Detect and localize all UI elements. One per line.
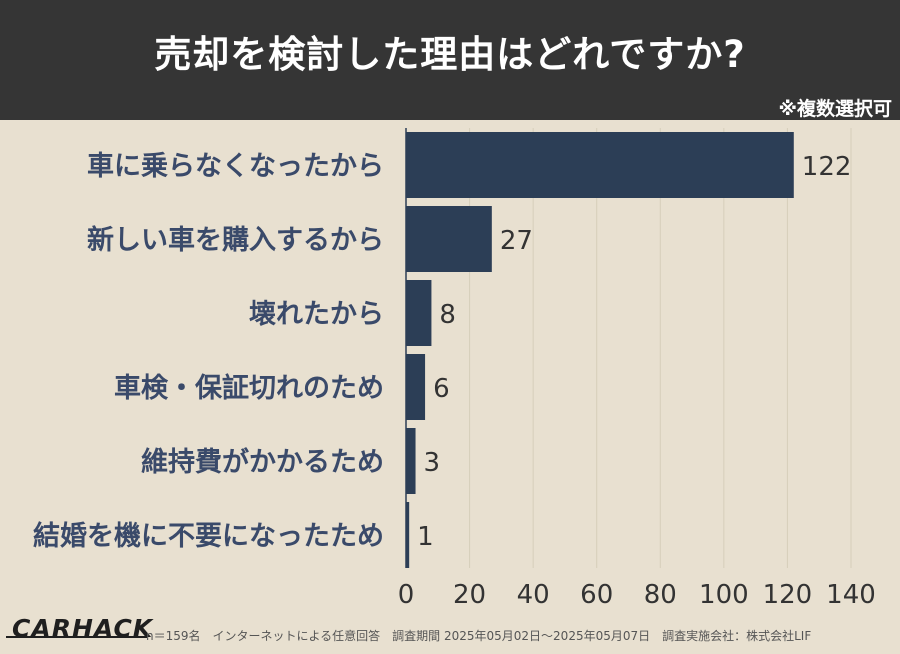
x-tick-label: 120 xyxy=(763,580,813,610)
x-tick-label: 80 xyxy=(644,580,677,610)
category-label: 車に乗らなくなったから xyxy=(87,151,384,182)
bar xyxy=(406,280,432,346)
x-tick-label: 60 xyxy=(580,580,613,610)
x-tick-label: 100 xyxy=(699,580,749,610)
bar-chart: 0 20 40 60 80 100 120 140 車に乗らなくなったから 122 新しい車を購入す… xyxy=(33,128,876,610)
multiple-choice-note: ※複数選択可 xyxy=(778,98,892,120)
x-tick-label: 20 xyxy=(453,580,486,610)
header-bar: 売却を検討した理由はどれですか? ※複数選択可 xyxy=(0,0,900,120)
chart-title: 売却を検討した理由はどれですか? xyxy=(154,33,746,76)
bar xyxy=(406,132,794,198)
bar xyxy=(406,354,426,420)
x-tick-label: 140 xyxy=(826,580,876,610)
category-label: 結婚を機に不要になったため xyxy=(33,520,384,552)
bar xyxy=(406,428,416,494)
category-label: 維持費がかかるため xyxy=(141,446,384,478)
bar xyxy=(406,206,492,272)
value-label: 3 xyxy=(424,448,441,478)
value-label: 1 xyxy=(417,522,434,552)
value-label: 122 xyxy=(802,152,852,182)
carhack-logo: CARHACK xyxy=(5,614,154,643)
survey-info: n＝159名 インターネットによる任意回答 調査期間 2025年05月02日〜2… xyxy=(146,629,812,643)
x-tick-label: 0 xyxy=(398,580,415,610)
value-label: 27 xyxy=(500,226,533,256)
value-label: 8 xyxy=(439,300,456,330)
category-label: 壊れたから xyxy=(249,299,384,330)
value-label: 6 xyxy=(433,374,450,404)
x-tick-label: 40 xyxy=(517,580,550,610)
category-label: 車検・保証切れのため xyxy=(114,372,384,404)
category-label: 新しい車を購入するから xyxy=(87,224,384,256)
bar xyxy=(406,502,410,568)
